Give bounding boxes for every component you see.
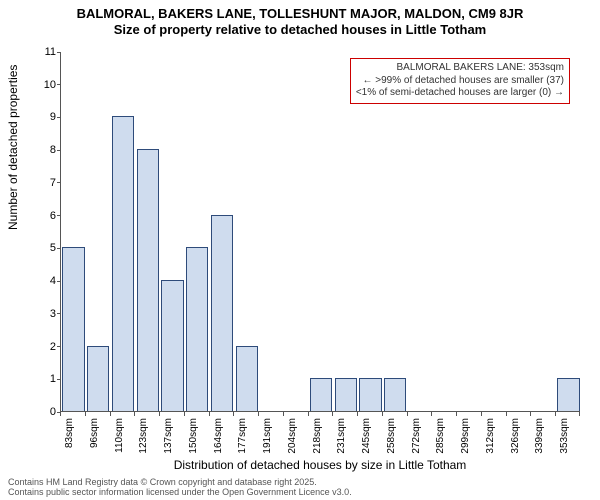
chart-title: BALMORAL, BAKERS LANE, TOLLESHUNT MAJOR,… bbox=[0, 0, 600, 39]
histogram-bar bbox=[335, 378, 357, 411]
xtick-mark bbox=[456, 412, 457, 416]
xtick-mark bbox=[357, 412, 358, 416]
annotation-line-1: BALMORAL BAKERS LANE: 353sqm bbox=[356, 62, 564, 75]
ytick-label: 0 bbox=[32, 406, 56, 418]
ytick-label: 4 bbox=[32, 275, 56, 287]
histogram-bar bbox=[236, 346, 258, 411]
xtick-label: 177sqm bbox=[237, 418, 248, 462]
histogram-bar bbox=[384, 378, 406, 411]
histogram-bar bbox=[359, 378, 381, 411]
xtick-label: 339sqm bbox=[534, 418, 545, 462]
histogram-bar bbox=[161, 280, 183, 411]
xtick-mark bbox=[60, 412, 61, 416]
xtick-mark bbox=[110, 412, 111, 416]
ytick-label: 8 bbox=[32, 144, 56, 156]
xtick-label: 231sqm bbox=[336, 418, 347, 462]
xtick-label: 110sqm bbox=[114, 418, 125, 462]
histogram-bar bbox=[112, 116, 134, 411]
xtick-label: 123sqm bbox=[138, 418, 149, 462]
histogram-bar bbox=[87, 346, 109, 411]
ytick-label: 7 bbox=[32, 177, 56, 189]
xtick-mark bbox=[407, 412, 408, 416]
xtick-label: 191sqm bbox=[262, 418, 273, 462]
plot-area: BALMORAL BAKERS LANE: 353sqm ← >99% of d… bbox=[60, 52, 580, 412]
ytick-container: 01234567891011 bbox=[30, 52, 58, 412]
annotation-box: BALMORAL BAKERS LANE: 353sqm ← >99% of d… bbox=[350, 58, 570, 104]
xtick-mark bbox=[233, 412, 234, 416]
xtick-label: 96sqm bbox=[89, 418, 100, 462]
xtick-label: 272sqm bbox=[411, 418, 422, 462]
annotation-line-2: ← >99% of detached houses are smaller (3… bbox=[356, 75, 564, 88]
xtick-mark bbox=[506, 412, 507, 416]
ytick-label: 5 bbox=[32, 242, 56, 254]
xtick-mark bbox=[530, 412, 531, 416]
xtick-mark bbox=[258, 412, 259, 416]
title-line-1: BALMORAL, BAKERS LANE, TOLLESHUNT MAJOR,… bbox=[77, 6, 524, 21]
ytick-label: 9 bbox=[32, 111, 56, 123]
annotation-line-3: <1% of semi-detached houses are larger (… bbox=[356, 87, 564, 100]
histogram-bar bbox=[62, 247, 84, 411]
xtick-label: 218sqm bbox=[312, 418, 323, 462]
xtick-label: 326sqm bbox=[510, 418, 521, 462]
footer-line-1: Contains HM Land Registry data © Crown c… bbox=[8, 477, 317, 487]
chart-container: BALMORAL, BAKERS LANE, TOLLESHUNT MAJOR,… bbox=[0, 0, 600, 500]
xtick-mark bbox=[159, 412, 160, 416]
histogram-bar bbox=[186, 247, 208, 411]
xtick-mark bbox=[332, 412, 333, 416]
xtick-label: 285sqm bbox=[435, 418, 446, 462]
xtick-mark bbox=[382, 412, 383, 416]
xtick-mark bbox=[481, 412, 482, 416]
xtick-mark bbox=[431, 412, 432, 416]
histogram-bar bbox=[557, 378, 579, 411]
ytick-label: 11 bbox=[32, 46, 56, 58]
xtick-label: 312sqm bbox=[485, 418, 496, 462]
xtick-label: 83sqm bbox=[64, 418, 75, 462]
xtick-label: 258sqm bbox=[386, 418, 397, 462]
ytick-label: 2 bbox=[32, 341, 56, 353]
footer-attribution: Contains HM Land Registry data © Crown c… bbox=[8, 478, 352, 498]
xtick-label: 299sqm bbox=[460, 418, 471, 462]
xtick-label: 150sqm bbox=[188, 418, 199, 462]
xtick-mark bbox=[308, 412, 309, 416]
xtick-mark bbox=[555, 412, 556, 416]
histogram-bar bbox=[137, 149, 159, 411]
ytick-label: 1 bbox=[32, 373, 56, 385]
xtick-mark bbox=[85, 412, 86, 416]
xtick-mark bbox=[134, 412, 135, 416]
histogram-bar bbox=[211, 215, 233, 411]
title-line-2: Size of property relative to detached ho… bbox=[114, 22, 487, 37]
xtick-mark bbox=[209, 412, 210, 416]
xtick-label: 245sqm bbox=[361, 418, 372, 462]
ytick-label: 3 bbox=[32, 308, 56, 320]
footer-line-2: Contains public sector information licen… bbox=[8, 487, 352, 497]
xtick-mark bbox=[283, 412, 284, 416]
histogram-bar bbox=[310, 378, 332, 411]
xtick-label: 137sqm bbox=[163, 418, 174, 462]
xtick-mark bbox=[184, 412, 185, 416]
y-axis-label: Number of detached properties bbox=[6, 65, 20, 230]
xtick-label: 204sqm bbox=[287, 418, 298, 462]
ytick-label: 6 bbox=[32, 210, 56, 222]
ytick-label: 10 bbox=[32, 79, 56, 91]
xtick-container: 83sqm 96sqm 110sqm 123sqm 137sqm 150sqm 164sqm… bbox=[60, 412, 580, 462]
xtick-label: 164sqm bbox=[213, 418, 224, 462]
xtick-mark bbox=[579, 412, 580, 416]
xtick-label: 353sqm bbox=[559, 418, 570, 462]
